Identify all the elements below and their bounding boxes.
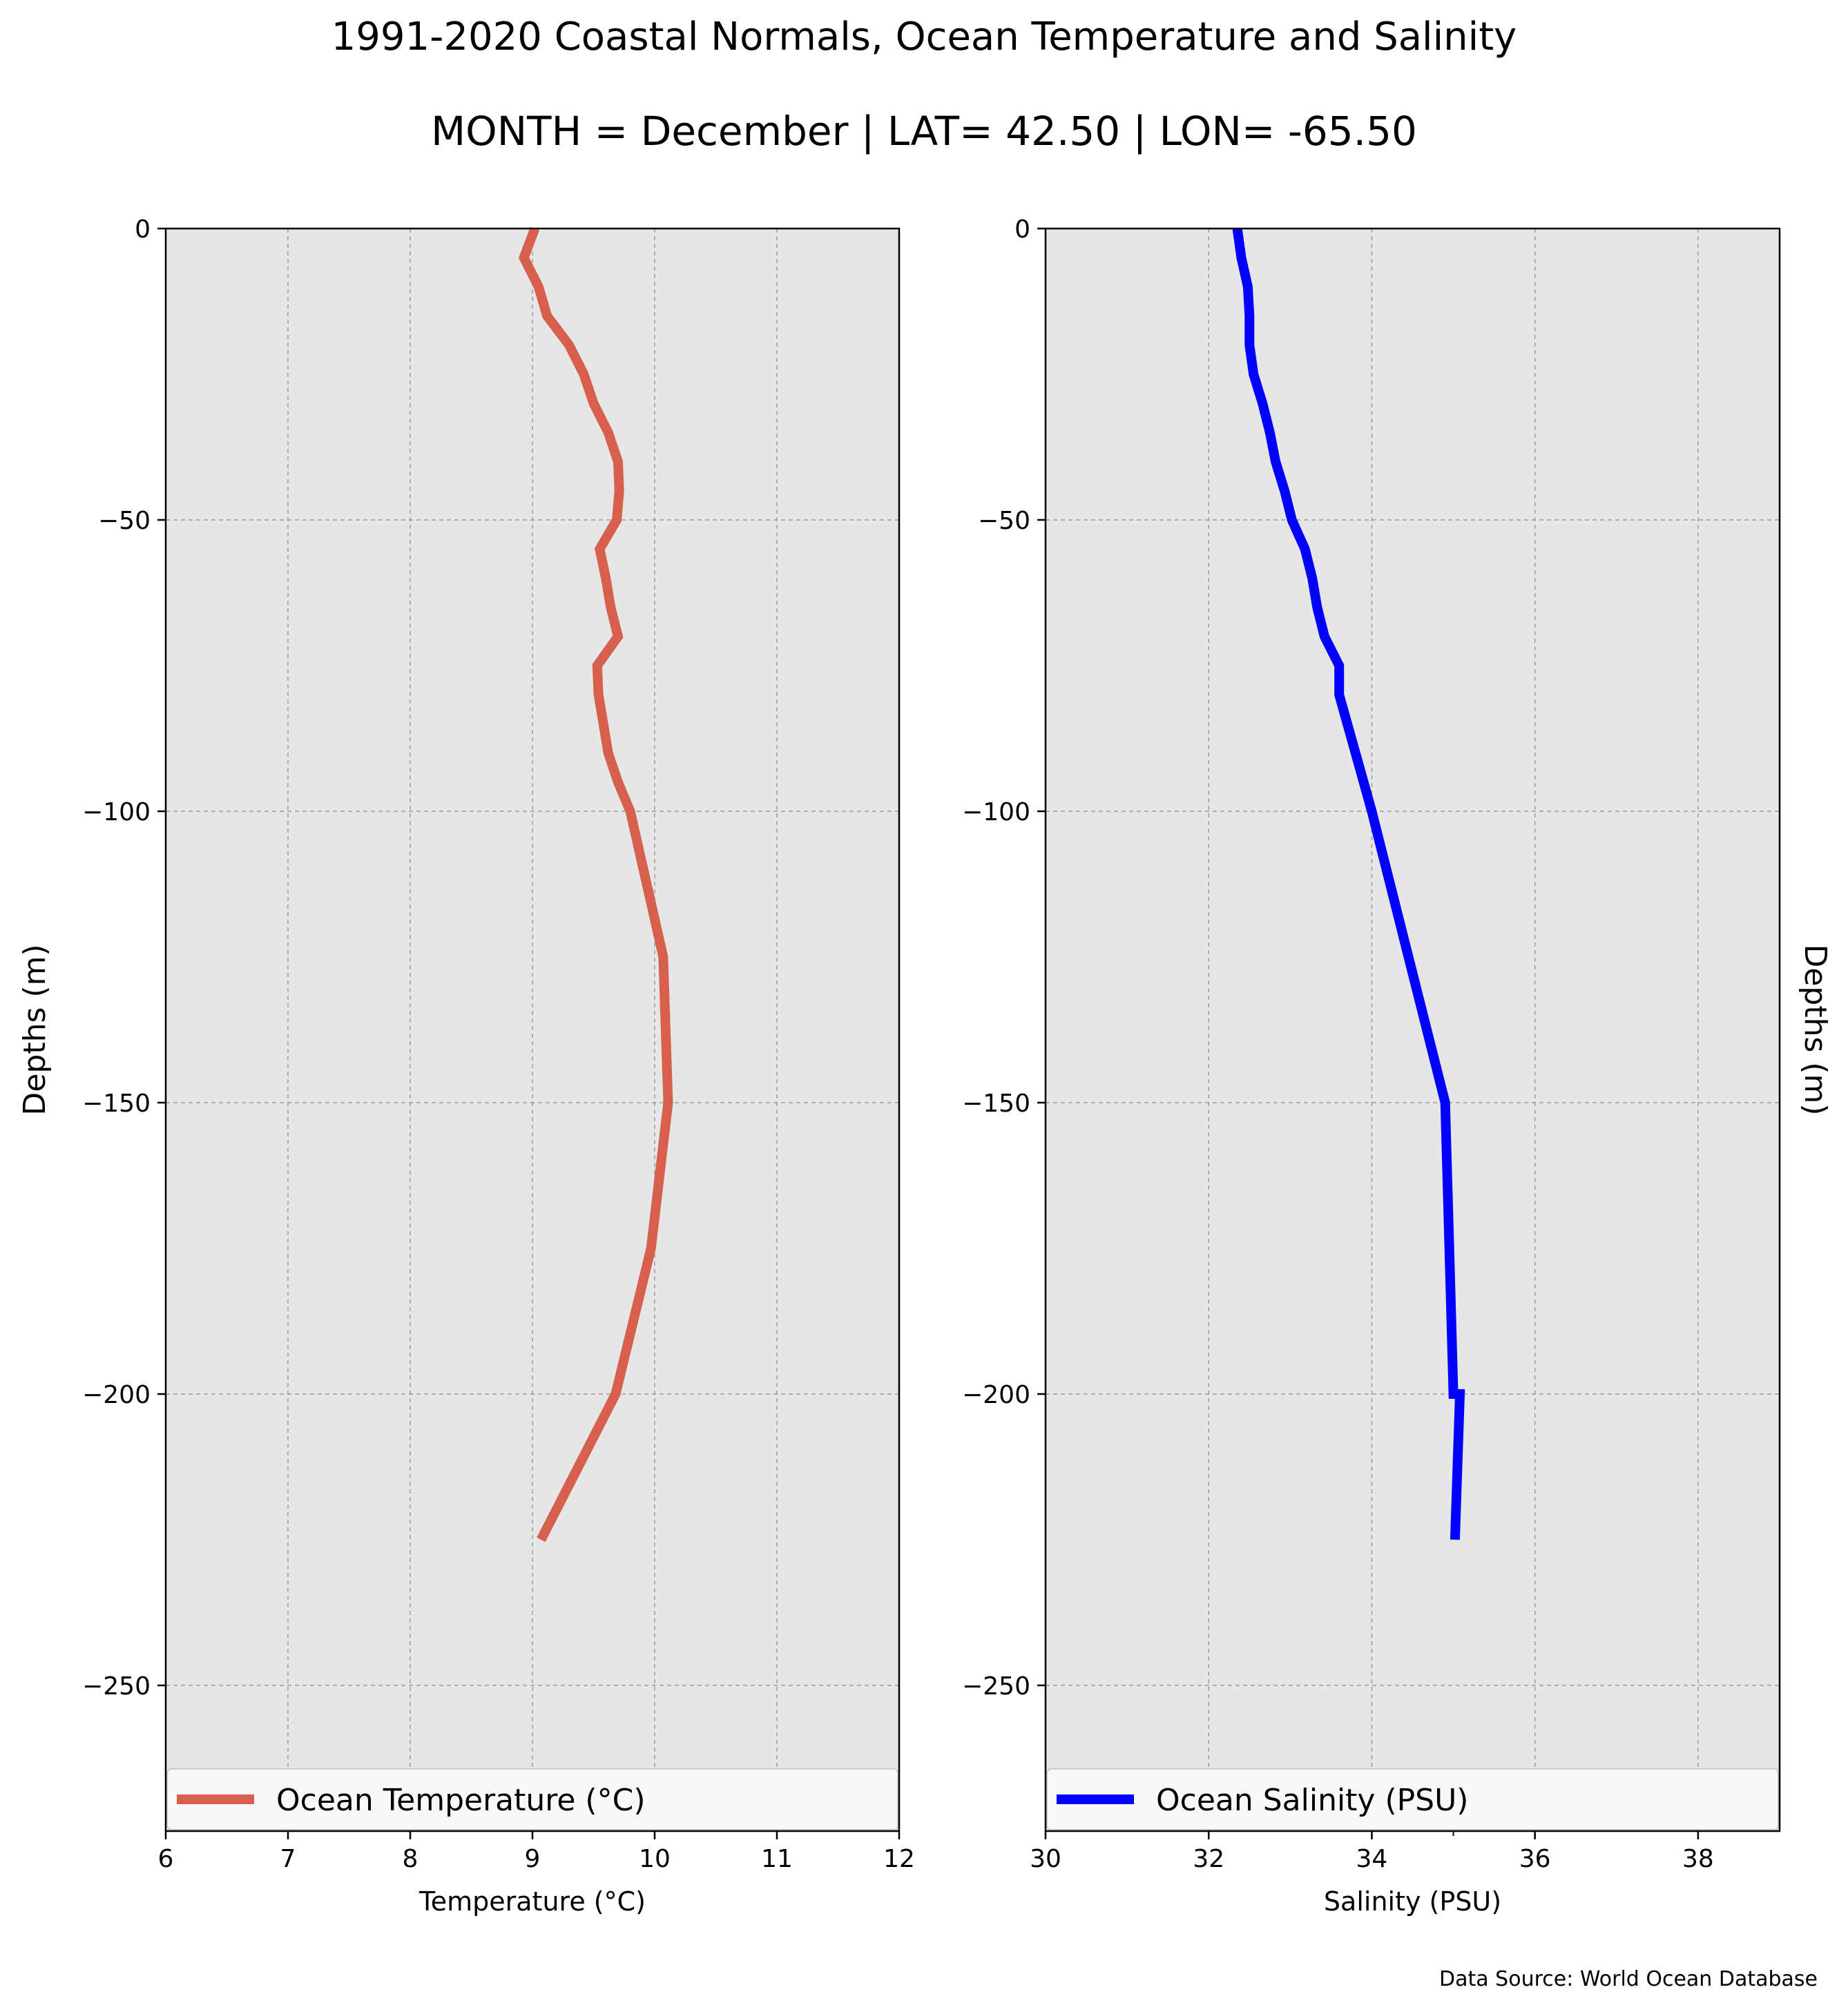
salinity-x-tick-label: 34	[1356, 1845, 1388, 1873]
salinity-y-tick-label: 0	[1014, 215, 1030, 244]
salinity-x-tick-label: 36	[1519, 1845, 1551, 1873]
temperature-x-tick-label: 7	[280, 1845, 296, 1873]
salinity-chart: 30 32 34 36 38 0 −50 −100 −150 −200 −250 Ocean Sali…	[962, 215, 1833, 1917]
salinity-legend-label: Ocean Salinity (PSU)	[1156, 1783, 1468, 1818]
figure-subtitle: MONTH = December | LAT= 42.50 | LON= -65…	[431, 108, 1417, 155]
temperature-y-tick-label: −100	[82, 798, 151, 826]
chart-panels: 6 7 8 9 10 11 12 0 −50 −100 −150 −200 −250 Ocean Temp…	[17, 215, 1833, 1917]
temperature-y-tick-label: 0	[135, 215, 151, 244]
salinity-plot-area	[1046, 229, 1780, 1831]
temperature-x-tick-label: 10	[639, 1845, 671, 1873]
salinity-legend	[1046, 1768, 1779, 1830]
salinity-y-tick-label: −150	[962, 1090, 1030, 1118]
salinity-x-tick-label: 30	[1030, 1845, 1061, 1873]
temperature-x-tick-label: 11	[761, 1845, 793, 1873]
salinity-y-tick-label: −50	[978, 507, 1030, 535]
temperature-y-tick-label: −250	[82, 1672, 151, 1701]
salinity-axes-frame	[1044, 227, 1781, 1832]
salinity-x-tick-label: 32	[1193, 1845, 1224, 1873]
temperature-x-tick-label: 6	[158, 1845, 174, 1873]
salinity-y-tick-label: −100	[962, 798, 1030, 826]
temperature-x-tick-label: 8	[403, 1845, 418, 1873]
temperature-axes-frame	[164, 227, 901, 1832]
temperature-x-tick-label: 12	[883, 1845, 915, 1873]
salinity-y-tick-label: −250	[962, 1672, 1030, 1701]
salinity-y-axis-label: Depths (m)	[1798, 944, 1833, 1115]
temperature-chart: 6 7 8 9 10 11 12 0 −50 −100 −150 −200 −250 Ocean Temp…	[17, 215, 915, 1917]
temperature-y-tick-label: −150	[82, 1090, 151, 1118]
salinity-x-axis-label: Salinity (PSU)	[1324, 1886, 1501, 1917]
temperature-legend-label: Ocean Temperature (°C)	[276, 1783, 646, 1818]
salinity-y-tick-label: −200	[962, 1381, 1030, 1409]
temperature-legend	[166, 1768, 898, 1830]
temperature-y-tick-label: −200	[82, 1381, 151, 1409]
salinity-x-tick-label: 38	[1682, 1845, 1714, 1873]
temperature-y-tick-label: −50	[98, 507, 151, 535]
data-source-note: Data Source: World Ocean Database	[1439, 1967, 1818, 1991]
temperature-x-tick-label: 9	[525, 1845, 541, 1873]
temperature-y-axis-label: Depths (m)	[17, 944, 52, 1115]
salinity-profile-line	[1232, 228, 1465, 1540]
temperature-x-axis-label: Temperature (°C)	[418, 1886, 646, 1917]
figure-title: 1991-2020 Coastal Normals, Ocean Tempera…	[331, 14, 1517, 59]
temperature-profile-line	[518, 226, 673, 1542]
